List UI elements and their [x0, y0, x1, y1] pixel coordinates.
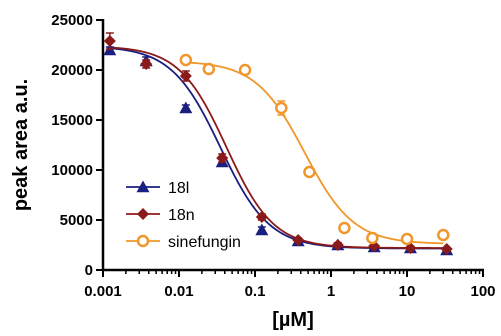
y-tick-label: 15000: [51, 112, 93, 129]
legend-marker-sinefungin: [136, 234, 150, 248]
legend-label-18l: 18l: [168, 180, 189, 197]
point-18n: [140, 58, 153, 70]
ticks: 0 5000 10000 15000 20000 25000 0.001 0.01 0.1 1 10…: [51, 12, 495, 300]
fit-curves: [109, 46, 447, 250]
x-axis-title: [µM]: [272, 309, 314, 331]
x-tick-label: 0.01: [164, 283, 193, 300]
y-tick-label: 20000: [51, 62, 93, 79]
point-18n: [440, 243, 453, 255]
point-sinefungin: [437, 228, 450, 242]
y-tick-label: 10000: [51, 162, 93, 179]
point-sinefungin: [202, 62, 216, 76]
point-18n: [179, 70, 192, 82]
legend-marker-18l: [136, 180, 150, 193]
axes: [101, 19, 484, 272]
point-18n: [103, 35, 116, 47]
point-sinefungin: [275, 101, 288, 115]
point-18l: [255, 223, 269, 236]
legend-label-18n: 18n: [168, 207, 195, 224]
point-sinefungin: [303, 165, 316, 179]
data-markers: [103, 32, 454, 256]
x-tick-label: 10: [399, 283, 416, 300]
point-18l: [179, 101, 193, 114]
fit-curve-sinefungin: [185, 61, 444, 245]
fit-curve-18n: [109, 46, 447, 249]
legend-marker-18n: [137, 208, 149, 220]
x-tick-label: 0.001: [84, 283, 122, 300]
point-18n: [331, 239, 344, 251]
point-sinefungin: [366, 231, 379, 245]
legend: 18l 18n sinefungin: [126, 180, 241, 251]
x-tick-label: 1: [327, 283, 335, 300]
point-sinefungin: [179, 53, 193, 67]
point-18n: [216, 152, 229, 164]
y-tick-label: 0: [85, 262, 93, 279]
fit-curve-18l: [109, 47, 447, 250]
y-tick-label: 25000: [51, 12, 93, 29]
x-tick-label: 100: [470, 283, 495, 300]
point-18n: [255, 211, 268, 223]
y-axis-title: peak area a.u.: [10, 79, 32, 211]
point-sinefungin: [400, 232, 414, 246]
point-sinefungin: [238, 63, 252, 77]
x-tick-label: 0.1: [245, 283, 266, 300]
legend-label-sinefungin: sinefungin: [168, 234, 241, 251]
point-sinefungin: [338, 221, 351, 235]
y-tick-label: 5000: [60, 212, 93, 229]
point-18n: [292, 234, 305, 246]
